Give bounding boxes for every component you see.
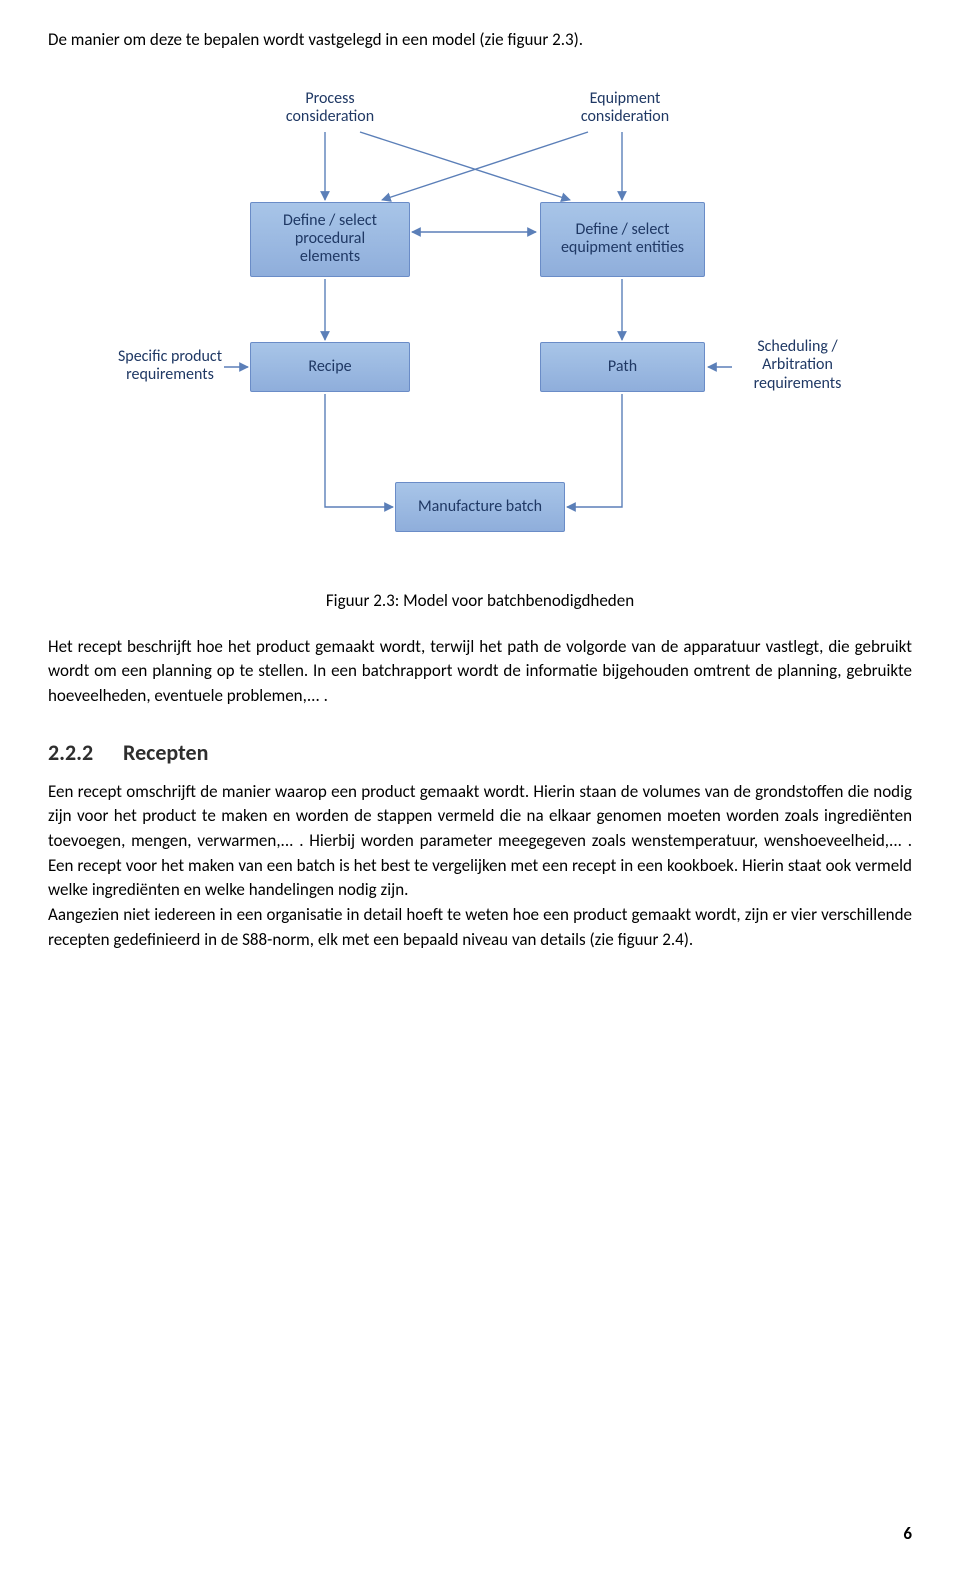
intro-text: De manier om deze te bepalen wordt vastg… xyxy=(48,28,912,52)
node-equipment-consideration: Equipmentconsideration xyxy=(550,90,700,130)
box-path: Path xyxy=(540,342,705,392)
page-number: 6 xyxy=(903,1523,912,1544)
box-recipe: Recipe xyxy=(250,342,410,392)
box-define-equipment-entities: Define / selectequipment entities xyxy=(540,202,705,277)
section-number: 2.2.2 xyxy=(48,739,123,766)
node-specific-requirements: Specific productrequirements xyxy=(100,348,240,388)
box-define-procedural-elements: Define / selectproceduralelements xyxy=(250,202,410,277)
node-process-consideration: Processconsideration xyxy=(260,90,400,130)
paragraph-1: Het recept beschrijft hoe het product ge… xyxy=(48,635,912,709)
paragraph-3: Aangezien niet iedereen in een organisat… xyxy=(48,903,912,952)
section-title: Recepten xyxy=(123,739,208,766)
figure-caption: Figuur 2.3: Model voor batchbenodigdhede… xyxy=(48,590,912,611)
diagram-figure: Processconsideration Equipmentconsiderat… xyxy=(100,82,860,582)
box-manufacture-batch: Manufacture batch xyxy=(395,482,565,532)
node-scheduling-requirements: Scheduling /Arbitrationrequirements xyxy=(730,338,865,398)
section-heading: 2.2.2Recepten xyxy=(48,739,912,766)
paragraph-2: Een recept omschrijft de manier waarop e… xyxy=(48,780,912,903)
